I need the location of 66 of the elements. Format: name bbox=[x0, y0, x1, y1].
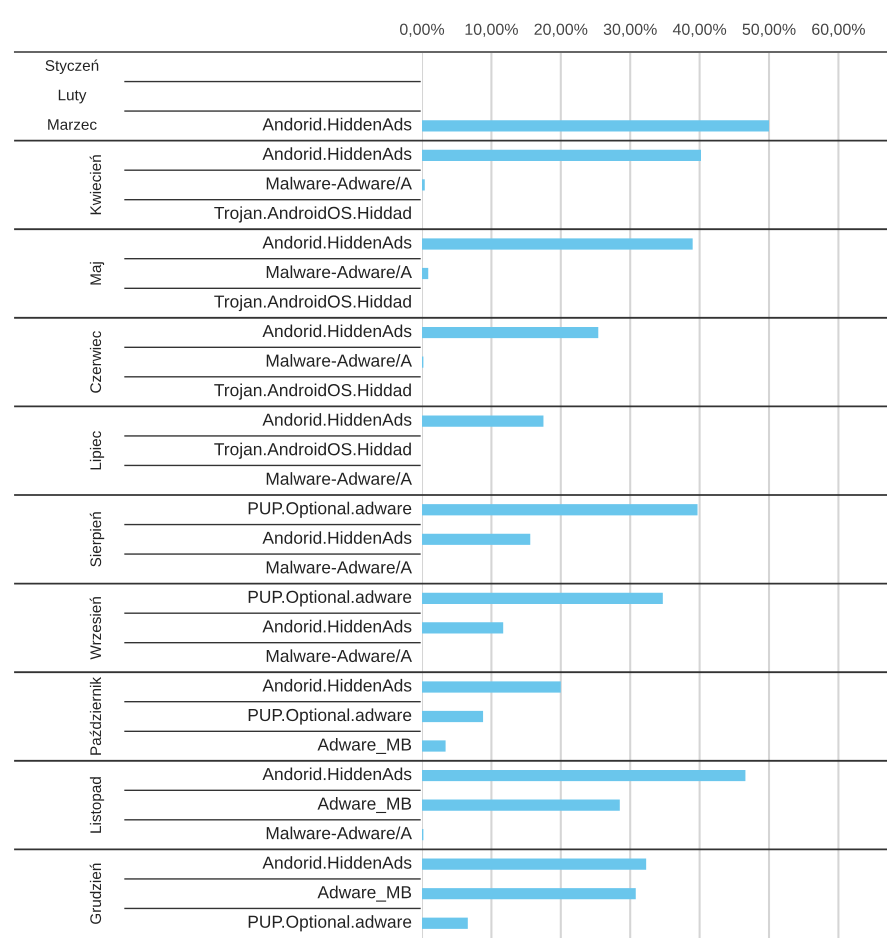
y-tick-label: PUP.Optional.adware bbox=[248, 708, 412, 725]
text: Sierpień bbox=[90, 512, 104, 567]
bar bbox=[422, 120, 770, 132]
y-tick-label: Malware-Adware/A bbox=[266, 649, 412, 662]
bar bbox=[422, 681, 561, 693]
text: Czerwiec bbox=[90, 331, 102, 393]
y-tick-label: PUP.Optional.adware bbox=[248, 502, 412, 518]
bar bbox=[422, 268, 428, 280]
x-tick-label: 30,00% bbox=[604, 24, 657, 37]
y-tick-label: Adware_MB bbox=[317, 738, 412, 754]
y-tick-label: Malware-Adware/A bbox=[266, 176, 412, 190]
bar bbox=[422, 888, 636, 900]
bar bbox=[422, 416, 544, 427]
bar bbox=[422, 179, 425, 191]
text: Grudzień bbox=[90, 864, 102, 924]
x-tick-label: 50,00% bbox=[742, 24, 796, 37]
bar bbox=[422, 710, 484, 722]
bar bbox=[422, 740, 446, 752]
y-tick-label: Malware-Adware/A bbox=[266, 560, 412, 574]
x-tick-label: 20,00% bbox=[534, 24, 588, 37]
y-tick-label: Andorid.HiddenAds bbox=[262, 324, 412, 338]
bar bbox=[422, 238, 693, 250]
y-tick-label: Trojan.AndroidOS.Hiddad bbox=[214, 206, 411, 223]
y-tick-label: Adware_MB bbox=[317, 797, 412, 814]
text: Październik bbox=[90, 676, 102, 755]
bar bbox=[422, 770, 746, 782]
text: Maj bbox=[90, 262, 104, 285]
bar bbox=[422, 918, 468, 929]
text: Styczeń bbox=[46, 60, 98, 74]
x-tick-label: 60,00% bbox=[812, 24, 865, 37]
y-tick-label: Andorid.HiddenAds bbox=[262, 118, 412, 130]
y-tick-label: Malware-Adware/A bbox=[266, 354, 412, 367]
text: Listopad bbox=[90, 777, 104, 833]
y-tick-label: Andorid.HiddenAds bbox=[262, 147, 412, 160]
y-tick-label: Andorid.HiddenAds bbox=[262, 236, 412, 249]
bar bbox=[422, 150, 701, 161]
y-tick-label: Malware-Adware/A bbox=[266, 472, 412, 485]
x-tick-label: 0,00% bbox=[400, 24, 444, 37]
bar bbox=[422, 622, 504, 634]
bar bbox=[422, 504, 698, 516]
x-tick-label: 40,00% bbox=[672, 24, 726, 37]
y-tick-label: PUP.Optional.adware bbox=[248, 590, 412, 606]
x-tick-label: 10,00% bbox=[466, 24, 518, 37]
y-tick-label: Andorid.HiddenAds bbox=[262, 620, 412, 633]
bar bbox=[422, 534, 530, 545]
y-tick-label: Andorid.HiddenAds bbox=[262, 413, 412, 426]
y-tick-label: Trojan.AndroidOS.Hiddad bbox=[214, 294, 411, 312]
y-tick-label: Andorid.HiddenAds bbox=[262, 856, 412, 869]
text: Lipiec bbox=[90, 431, 104, 470]
bar bbox=[422, 858, 646, 870]
text: Wrzesień bbox=[90, 597, 102, 660]
y-tick-label: Malware-Adware/A bbox=[266, 826, 412, 840]
y-tick-label: PUP.Optional.adware bbox=[248, 915, 412, 932]
y-tick-label: Andorid.HiddenAds bbox=[262, 767, 412, 780]
y-tick-label: Andorid.HiddenAds bbox=[262, 531, 412, 544]
y-tick-label: Adware_MB bbox=[317, 886, 412, 902]
bar bbox=[422, 592, 663, 604]
text: Kwiecień bbox=[90, 155, 102, 214]
y-tick-label: Trojan.AndroidOS.Hiddad bbox=[214, 384, 411, 400]
text: Luty bbox=[58, 90, 86, 104]
y-tick-label: Malware-Adware/A bbox=[266, 265, 412, 278]
text: Marzec bbox=[48, 119, 97, 130]
y-tick-label: Trojan.AndroidOS.Hiddad bbox=[214, 442, 411, 459]
bar bbox=[422, 799, 620, 811]
bar bbox=[422, 326, 598, 338]
y-tick-label: Andorid.HiddenAds bbox=[262, 678, 412, 692]
